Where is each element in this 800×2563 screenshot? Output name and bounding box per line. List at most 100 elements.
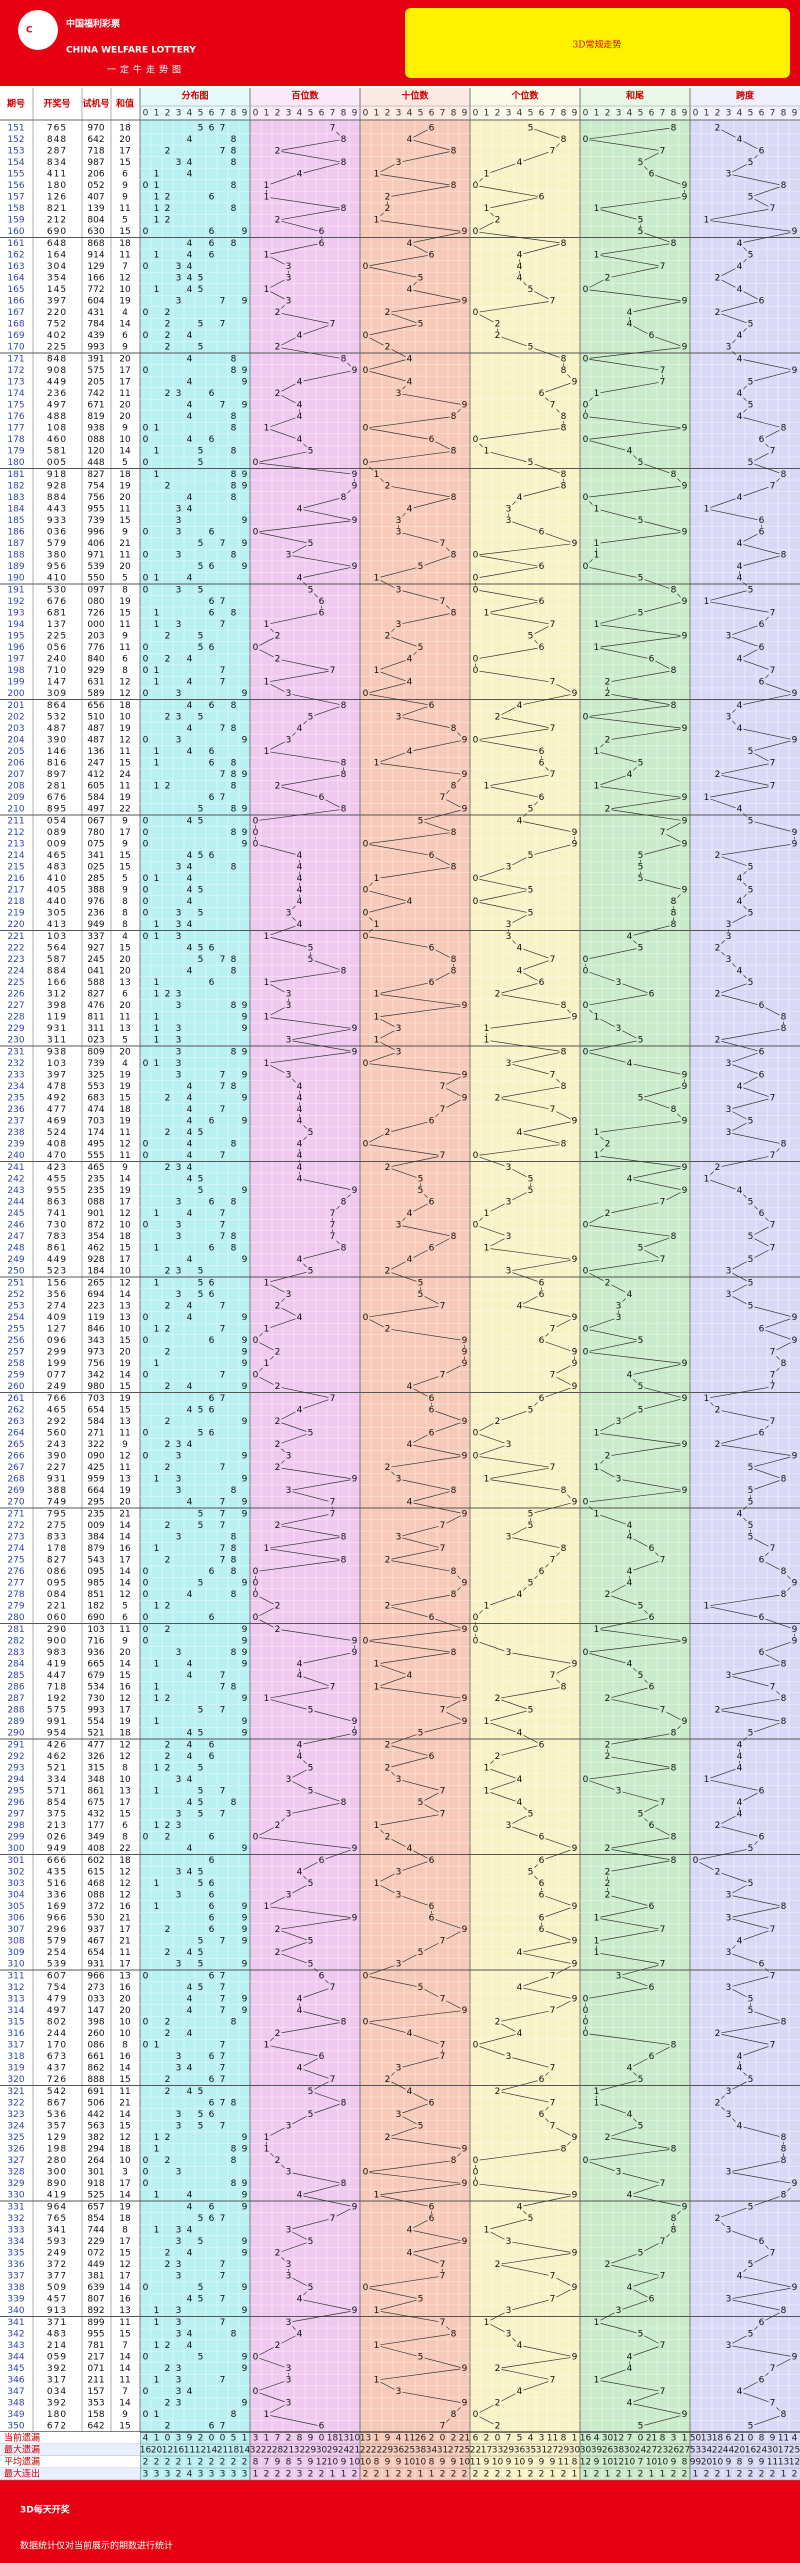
stats-value: 20: [151, 2446, 163, 2456]
digit-bg: [471, 1220, 480, 1230]
digit-bg: [449, 608, 458, 618]
digit-bg: [405, 677, 414, 687]
digit-bg: [548, 1070, 557, 1080]
trend-digit: 1: [594, 1625, 600, 1635]
period: 266: [7, 1452, 24, 1462]
trend-digit: 4: [737, 2052, 743, 2062]
period: 306: [7, 1914, 24, 1924]
digit-bg: [306, 2283, 315, 2293]
test-number: 448: [87, 458, 104, 468]
trend-digit: 6: [539, 2075, 545, 2085]
stats-value: 2: [759, 2470, 765, 2480]
test-number: 955: [87, 2329, 104, 2339]
period: 333: [7, 2225, 24, 2235]
trend-digit: 7: [660, 2341, 666, 2351]
trend-digit: 8: [341, 1197, 347, 1207]
trend-digit: 6: [319, 608, 325, 618]
digit-bg: [306, 943, 315, 953]
trend-digit: 5: [748, 1521, 754, 1531]
trend-digit: 4: [297, 1255, 303, 1265]
sum: 14: [119, 447, 131, 457]
trend-digit: 9: [682, 1082, 688, 1092]
distribution-digit: 7: [220, 2376, 226, 2386]
digit-bg: [295, 1659, 304, 1669]
stats-value: 99: [690, 2458, 702, 2468]
digit-bg: [361, 1058, 370, 1068]
digit-bg: [592, 619, 601, 629]
trend-digit: 4: [737, 2387, 743, 2397]
trend-digit: 3: [286, 1001, 292, 1011]
trend-digit: 4: [297, 1140, 303, 1150]
trend-digit: 2: [605, 1590, 611, 1600]
sum: 19: [119, 724, 131, 734]
digit-bg: [350, 2202, 359, 2212]
digit-label: 2: [385, 109, 391, 119]
test-number: 388: [87, 886, 104, 896]
distribution-digit: 6: [209, 1336, 215, 1346]
stats-value: 26: [415, 2434, 427, 2444]
trend-digit: 4: [737, 2272, 743, 2282]
digit-bg: [328, 1982, 337, 1992]
test-number: 690: [87, 1613, 104, 1623]
sum: 13: [119, 1786, 130, 1796]
digit-bg: [394, 1774, 403, 1784]
digit-bg: [438, 2317, 447, 2327]
trend-digit: 9: [462, 1001, 468, 1011]
stats-value: 2: [495, 2470, 501, 2480]
trend-digit: 7: [770, 2399, 776, 2409]
stats-value: 2: [715, 2470, 721, 2480]
trend-digit: 9: [792, 366, 798, 376]
trend-digit: 4: [297, 1740, 303, 1750]
trend-digit: 7: [770, 1925, 776, 1935]
test-number: 554: [87, 1717, 104, 1727]
distribution-digit: 3: [176, 2306, 182, 2316]
digit-bg: [383, 204, 392, 214]
digit-bg: [405, 2086, 414, 2096]
trend-digit: 2: [495, 2017, 501, 2027]
distribution-digit: 5: [198, 458, 204, 468]
trend-digit: 3: [286, 2364, 292, 2374]
trend-digit: 1: [484, 204, 490, 214]
test-number: 000: [87, 620, 104, 630]
trend-digit: 6: [759, 1428, 765, 1438]
digit-bg: [394, 585, 403, 595]
draw-number: 462: [47, 1752, 67, 1762]
digit-bg: [526, 885, 535, 895]
trend-digit: 7: [660, 2272, 666, 2282]
digit-bg: [757, 1647, 766, 1657]
digit-bg: [746, 885, 755, 895]
trend-digit: 5: [638, 1810, 644, 1820]
trend-digit: 7: [330, 123, 336, 133]
stats-value: 1: [649, 2470, 655, 2480]
trend-digit: 8: [671, 1729, 677, 1739]
trend-digit: 8: [671, 123, 677, 133]
trend-digit: 5: [528, 1509, 534, 1519]
sum: 20: [119, 966, 131, 976]
draw-number: 225: [47, 343, 67, 353]
stats-value: 4: [792, 2434, 798, 2444]
digit-bg: [372, 989, 381, 999]
digit-bg: [405, 504, 414, 514]
trend-digit: 6: [649, 2052, 655, 2062]
trend-digit: 9: [572, 1994, 578, 2004]
test-number: 033: [87, 1994, 104, 2004]
distribution-digit: 2: [165, 2260, 171, 2270]
stats-value: 16: [580, 2434, 592, 2444]
sum: 12: [119, 1452, 130, 1462]
stats-value: 5: [517, 2434, 523, 2444]
distribution-digit: 8: [231, 770, 237, 780]
sum: 9: [122, 424, 128, 434]
trend-digit: 2: [275, 1821, 281, 1831]
period: 214: [7, 851, 24, 861]
stats-value: 18: [228, 2446, 240, 2456]
trend-digit: 8: [451, 412, 457, 422]
digit-bg: [438, 1301, 447, 1311]
stats-value: 34: [701, 2446, 713, 2456]
sum: 11: [119, 204, 130, 214]
trend-digit: 0: [473, 2168, 479, 2178]
digit-bg: [559, 365, 568, 375]
trend-digit: 6: [539, 562, 545, 572]
trend-digit: 0: [363, 886, 369, 896]
sum: 11: [119, 747, 130, 757]
draw-number: 956: [47, 562, 67, 572]
